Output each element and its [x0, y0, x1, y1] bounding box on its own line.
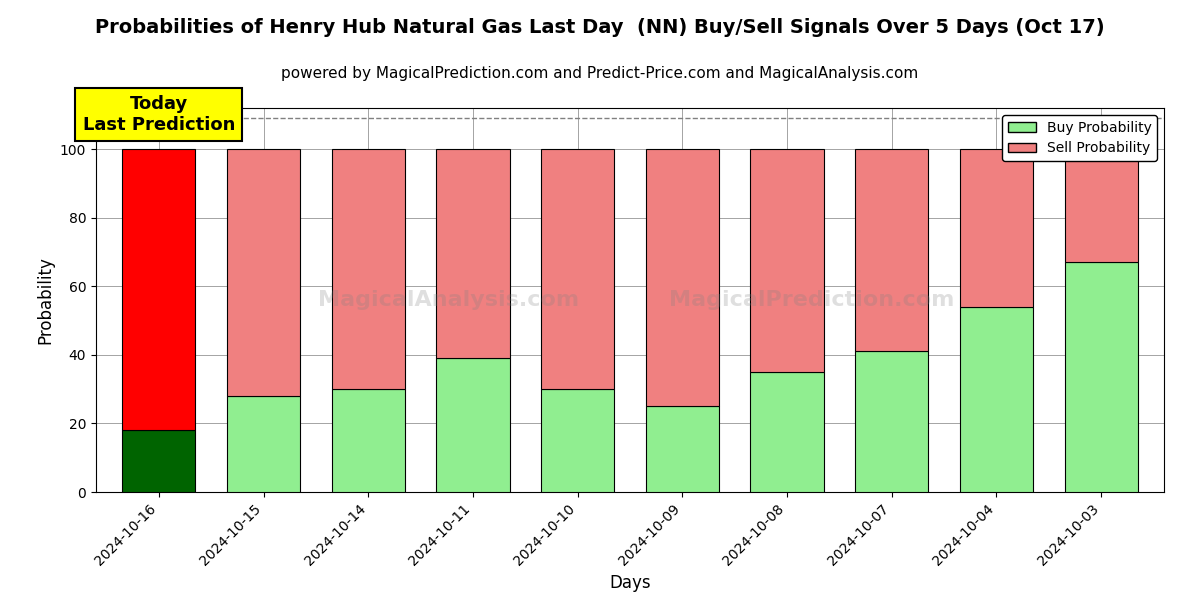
Bar [122, 430, 196, 492]
Text: Today
Last Prediction: Today Last Prediction [83, 95, 235, 134]
Bar [960, 307, 1033, 492]
Bar [437, 149, 510, 358]
Text: MagicalPrediction.com: MagicalPrediction.com [668, 290, 954, 310]
Bar [227, 396, 300, 492]
Bar [437, 358, 510, 492]
Text: MagicalAnalysis.com: MagicalAnalysis.com [318, 290, 580, 310]
Bar [331, 149, 404, 389]
Bar [856, 149, 929, 352]
Y-axis label: Probability: Probability [36, 256, 54, 344]
Bar [1064, 149, 1138, 262]
Text: Probabilities of Henry Hub Natural Gas Last Day  (NN) Buy/Sell Signals Over 5 Da: Probabilities of Henry Hub Natural Gas L… [95, 18, 1105, 37]
Bar [1064, 262, 1138, 492]
Legend: Buy Probability, Sell Probability: Buy Probability, Sell Probability [1002, 115, 1157, 161]
Bar [331, 389, 404, 492]
Bar [646, 406, 719, 492]
Text: powered by MagicalPrediction.com and Predict-Price.com and MagicalAnalysis.com: powered by MagicalPrediction.com and Pre… [281, 66, 919, 81]
Bar [750, 149, 823, 372]
Bar [541, 389, 614, 492]
Bar [541, 149, 614, 389]
Bar [122, 149, 196, 430]
X-axis label: Days: Days [610, 574, 650, 592]
Bar [750, 372, 823, 492]
Bar [960, 149, 1033, 307]
Bar [227, 149, 300, 396]
Bar [646, 149, 719, 406]
Bar [856, 352, 929, 492]
